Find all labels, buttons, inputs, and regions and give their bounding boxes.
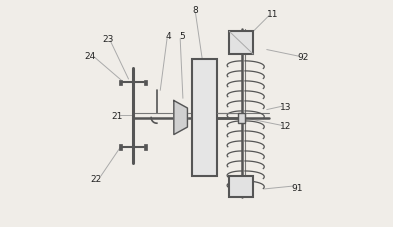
Text: 4: 4 [165,32,171,41]
Text: 23: 23 [102,35,113,44]
Polygon shape [174,101,187,135]
Bar [192,59,217,177]
Bar [144,145,147,150]
Text: 91: 91 [292,183,303,192]
Text: 24: 24 [84,52,95,60]
Bar [238,113,245,123]
Bar [144,80,147,86]
Bar [119,145,122,150]
Text: 5: 5 [179,32,185,41]
Text: 21: 21 [111,111,123,120]
Text: 11: 11 [267,10,278,19]
Text: 22: 22 [91,174,102,183]
Text: 12: 12 [280,121,291,130]
Text: 92: 92 [298,53,309,62]
Text: 13: 13 [279,102,291,111]
Bar [230,32,253,55]
Bar [119,80,122,86]
Bar [230,177,253,197]
Text: 8: 8 [193,6,198,15]
